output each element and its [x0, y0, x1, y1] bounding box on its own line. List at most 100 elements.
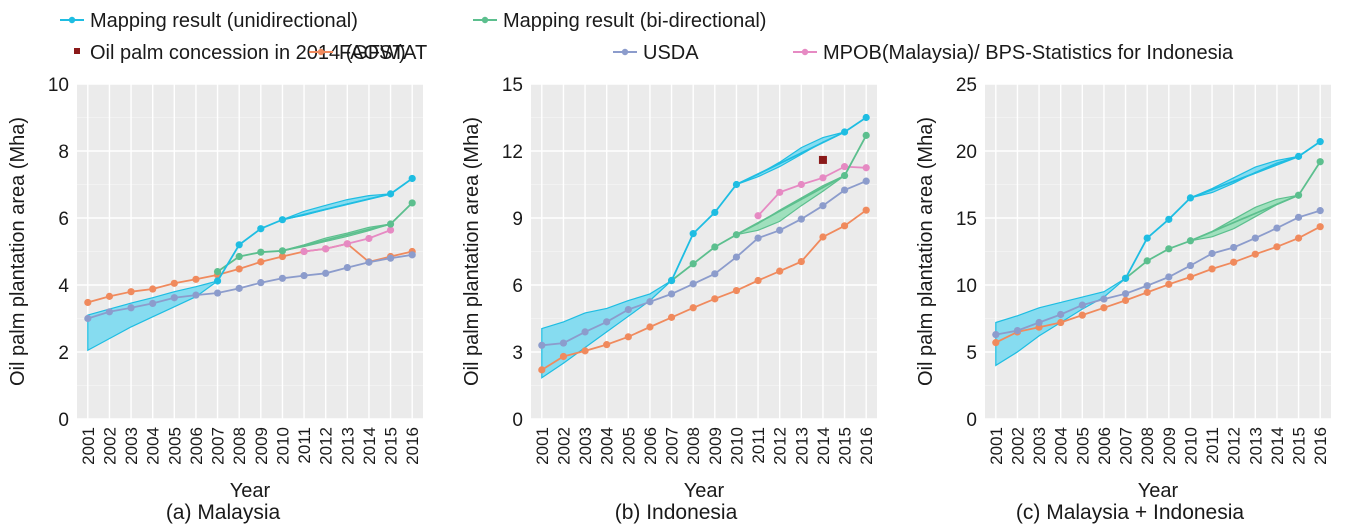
x-tick-label: 2002 [1008, 427, 1027, 465]
series-usda [84, 251, 416, 323]
x-tick-label: 2003 [576, 427, 595, 465]
point-usda [343, 263, 351, 272]
x-tick-label: 2001 [987, 427, 1006, 465]
line-usda [541, 180, 867, 347]
point-mpob [862, 164, 870, 172]
point-usda [1057, 310, 1065, 319]
x-tick-label: 2004 [598, 427, 617, 465]
point-map_uni [386, 190, 395, 198]
point-usda [819, 202, 827, 210]
point-usda [365, 258, 373, 266]
legend-item-gfw: Oil palm concession in 2014 (GFW) [74, 42, 406, 64]
point-map_bi [213, 268, 222, 276]
legend-marker-usda [621, 48, 629, 56]
point-map_uni [1143, 234, 1151, 242]
point-faostat [149, 285, 157, 293]
point-faostat [1316, 223, 1324, 231]
point-map_bi [732, 231, 741, 239]
point-usda [300, 272, 308, 280]
y-tick-label: 0 [58, 410, 69, 431]
point-map_uni [667, 276, 676, 285]
line-faostat [541, 209, 867, 371]
panel-caption: (a) Malaysia [166, 501, 281, 524]
x-axis-title: Year [684, 480, 725, 502]
point-faostat [1165, 280, 1173, 288]
point-faostat [646, 323, 654, 331]
point-mpob [300, 247, 308, 256]
point-usda [1208, 249, 1216, 258]
point-mpob [797, 180, 805, 189]
panel-caption: (c) Malaysia + Indonesia [1016, 501, 1245, 524]
point-faostat [603, 341, 611, 349]
x-tick-label: 2011 [749, 427, 768, 464]
point-faostat [1230, 258, 1238, 266]
point-usda [386, 254, 395, 262]
y-tick-label: 0 [966, 410, 977, 431]
point-faostat [840, 222, 849, 230]
point-mpob [754, 212, 762, 220]
point-faostat [170, 279, 178, 287]
x-tick-label: 2009 [1160, 427, 1179, 465]
point-faostat [1078, 311, 1086, 319]
x-tick-label: 2015 [382, 427, 401, 465]
point-usda [1273, 224, 1281, 232]
panel-2: 0 3 6 9 12 15 2001 2002 2003 2004 2005 2006 2007 2008… [461, 75, 877, 524]
x-tick-label: 2014 [1268, 427, 1287, 465]
y-tick-label: 10 [956, 276, 977, 297]
legend-marker-faostat [317, 48, 325, 56]
x-tick-label: 2004 [1052, 427, 1071, 465]
point-map_uni [1316, 138, 1324, 146]
point-map_bi [257, 248, 265, 256]
point-usda [192, 291, 200, 299]
point-usda [322, 269, 330, 277]
y-tick-label: 8 [58, 142, 69, 163]
point-map_bi [278, 247, 287, 255]
point-faostat [105, 292, 114, 300]
point-usda [711, 270, 719, 278]
y-tick-label: 9 [512, 209, 523, 230]
point-map_uni [1294, 152, 1303, 160]
x-tick-label: 2012 [317, 427, 336, 465]
y-tick-label: 5 [966, 343, 977, 364]
y-tick-label: 0 [512, 410, 523, 431]
series-map_uni [667, 113, 870, 285]
x-tick-label: 2015 [1290, 427, 1309, 465]
point-usda [1121, 290, 1130, 298]
series-gfw [818, 155, 827, 164]
x-tick-label: 2013 [338, 427, 357, 465]
point-usda [992, 330, 1000, 339]
point-usda [667, 290, 676, 298]
x-tick-label: 2002 [100, 427, 119, 465]
point-faostat [1143, 288, 1151, 296]
series-faostat [538, 206, 870, 374]
point-faostat [1208, 265, 1216, 273]
point-map_uni [862, 113, 870, 122]
point-usda [1294, 213, 1303, 221]
point-usda [105, 308, 114, 316]
point-usda [538, 341, 546, 349]
legend: Mapping result (unidirectional) Mapping r… [60, 10, 1234, 64]
point-faostat [1251, 250, 1259, 258]
line-map_uni [670, 116, 867, 281]
x-tick-label: 2014 [360, 427, 379, 465]
y-tick-label: 2 [58, 343, 69, 364]
point-faostat [127, 288, 135, 296]
line-map_uni [216, 177, 413, 282]
x-tick-label: 2010 [273, 427, 292, 465]
point-usda [1165, 273, 1173, 281]
point-mpob [819, 174, 827, 182]
point-faostat [1273, 243, 1281, 251]
point-map_uni [1186, 194, 1195, 202]
point-usda [1100, 295, 1108, 303]
gridlines [77, 83, 423, 420]
point-faostat [624, 333, 632, 341]
legend-label-faostat: FAOSTAT [339, 42, 427, 64]
point-faostat [538, 366, 546, 374]
point-map_uni [235, 241, 243, 249]
point-usda [84, 314, 92, 323]
point-usda [235, 284, 243, 292]
x-tick-label: 2008 [684, 427, 703, 465]
point-map_uni [257, 225, 265, 233]
